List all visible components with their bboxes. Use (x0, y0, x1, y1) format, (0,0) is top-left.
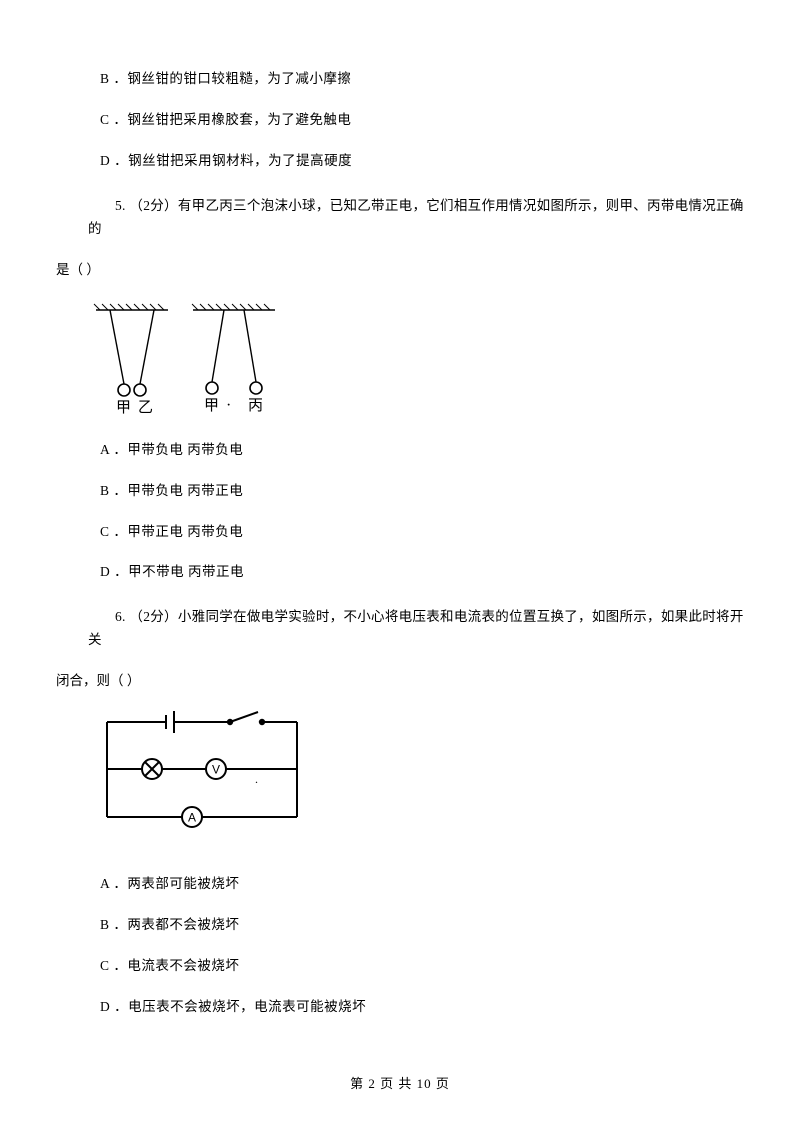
q6-option-c: C ．电流表不会被烧坏 (100, 955, 744, 978)
label-jia-1: 甲 (116, 400, 131, 416)
q6-option-a: A ．两表部可能被烧坏 (100, 873, 744, 896)
q6-figure: V A . (92, 707, 744, 837)
q5-option-d: D ．甲不带电 丙带正电 (100, 561, 744, 584)
q6-option-b: B ．两表都不会被烧坏 (100, 914, 744, 937)
option-c-top: C ．钢丝钳把采用橡胶套，为了避免触电 (100, 109, 744, 132)
option-b-top: B ．钢丝钳的钳口较粗糙，为了减小摩擦 (100, 68, 744, 91)
q6-stem-line1: 6. （2分）小雅同学在做电学实验时，不小心将电压表和电流表的位置互换了，如图所… (88, 606, 744, 652)
q6-option-d: D ．电压表不会被烧坏，电流表可能被烧坏 (100, 996, 744, 1019)
page-content: B ．钢丝钳的钳口较粗糙，为了减小摩擦 C ．钢丝钳把采用橡胶套，为了避免触电 … (0, 0, 800, 1077)
label-yi: 乙 (138, 400, 153, 416)
label-dot: · (226, 397, 231, 414)
balls-diagram-icon: 甲 乙 甲 · 丙 (88, 296, 288, 421)
page-footer: 第 2 页 共 10 页 (0, 1073, 800, 1092)
voltmeter-label: V (212, 763, 220, 777)
q5-stem-line1: 5. （2分）有甲乙丙三个泡沫小球，已知乙带正电，它们相互作用情况如图所示，则甲… (88, 195, 744, 241)
q5-stem-line2: 是（ ） (56, 259, 744, 282)
q5-option-c: C ．甲带正电 丙带负电 (100, 521, 744, 544)
option-d-top: D ．钢丝钳把采用钢材料，为了提高硬度 (100, 150, 744, 173)
ammeter-label: A (188, 811, 196, 825)
q5-option-b: B ．甲带负电 丙带正电 (100, 480, 744, 503)
q5-figure: 甲 乙 甲 · 丙 (88, 296, 744, 421)
label-bing: 丙 (248, 398, 263, 414)
label-jia-2: 甲 (204, 398, 219, 414)
q5-option-a: A ．甲带负电 丙带负电 (100, 439, 744, 462)
circuit-dot: . (255, 772, 258, 786)
circuit-diagram-icon: V A . (92, 707, 312, 837)
q6-stem-line2: 闭合，则（ ） (56, 670, 744, 693)
